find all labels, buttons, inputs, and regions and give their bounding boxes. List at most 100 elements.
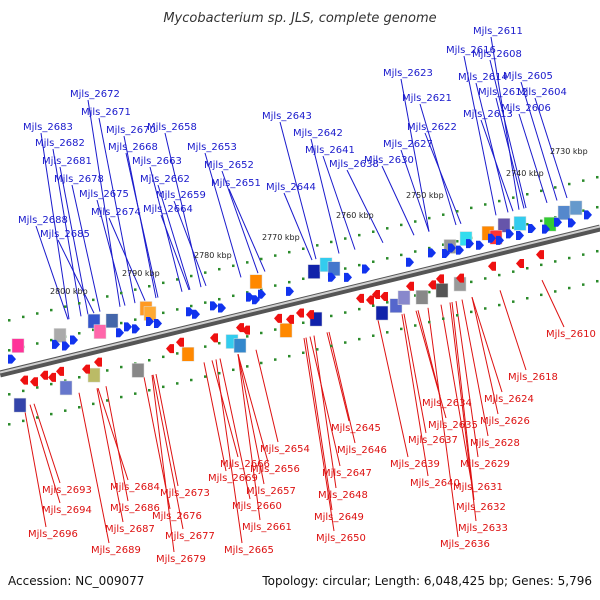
track-dot [246,291,249,294]
track-dot [442,317,445,320]
gene-arrow [258,289,266,299]
label-connector [152,374,184,530]
track-dot [22,419,25,423]
label-connector [305,337,333,511]
track-dot [176,308,179,311]
gene-arrow [116,328,124,338]
gene-arrow [456,245,464,255]
gene-arrow [344,272,352,282]
gene-label: Mjls_2610 [546,329,596,340]
track-dot [512,300,515,303]
label-connector [415,310,447,419]
track-dot [260,287,263,291]
gene-label: Mjls_2605 [503,71,553,82]
label-connector [403,313,427,434]
feature-box [59,380,73,396]
track-dot [330,314,333,318]
gene-arrow [274,313,282,323]
track-dot [204,271,207,274]
label-connector [108,217,146,301]
gene-arrow [362,264,370,274]
track-dot [274,284,277,287]
gene-label: Mjls_2613 [463,109,513,120]
track-dot [344,267,347,270]
track-dot [540,219,543,223]
gene-label: Mjls_2662 [140,174,190,185]
gene-label: Mjls_2666 [220,459,270,470]
track-dot [106,295,109,298]
gene-label: Mjls_2623 [383,68,433,79]
track-dot [596,175,599,179]
track-dot [554,290,557,293]
track-dot [302,321,305,325]
gene-label: Mjls_2672 [70,89,120,100]
track-dot [372,334,375,337]
gene-arrow [476,240,484,250]
gene-label: Mjls_2688 [18,215,68,226]
track-dot [344,341,347,344]
feature-box [375,305,389,321]
label-connector [105,386,129,502]
gene-label: Mjls_2645 [331,423,381,434]
gene-arrow [124,322,132,332]
label-connector [96,388,124,523]
track-dot [540,189,543,193]
gene-label: Mjls_2612 [478,87,528,98]
gene-label: Mjls_2643 [262,111,312,122]
gene-label: Mjls_2606 [501,103,551,114]
gene-label: Mjls_2678 [54,174,104,185]
gene-label: Mjls_2675 [79,189,129,200]
gene-arrow [466,239,474,249]
gene-label: Mjls_2646 [337,445,387,456]
gene-label: Mjls_2683 [23,122,73,133]
gene-arrow [296,308,304,318]
label-connector [471,297,499,415]
track-dot [386,301,389,304]
track-dot [400,253,403,257]
gene-arrow [496,235,504,245]
track-dot [218,267,221,271]
label-connector [204,152,242,278]
gene-label: Mjls_2627 [383,139,433,150]
feature-box [233,338,247,353]
gene-arrows [8,210,592,387]
track-dot [498,273,501,277]
track-dot [64,409,67,412]
track-dot [330,344,333,348]
label-connector [279,121,317,260]
track-dot [484,203,487,206]
track-dot [596,249,599,253]
gene-arrow [506,229,514,239]
gene-arrow [236,323,244,333]
feature-box [279,323,293,338]
track-dot [64,305,67,308]
label-connector [221,170,259,274]
track-dot [498,199,501,203]
track-dot [386,227,389,230]
gene-arrow [132,324,140,334]
track-dot [358,307,361,311]
feature-box [435,283,449,298]
feature-box [11,338,25,353]
track-dot [498,303,501,307]
gene-label: Mjls_2657 [246,486,296,497]
track-dot [246,335,249,338]
label-connector [59,166,89,315]
label-connector [309,336,341,467]
track-dot [50,308,53,312]
track-dot [414,294,417,297]
gene-label: Mjls_2653 [187,142,237,153]
track-dot [526,193,529,196]
gene-arrow [242,325,250,335]
track-dot [372,260,375,263]
track-dot [554,260,557,263]
gene-arrow [456,273,464,283]
track-dot [36,416,39,419]
track-dot [582,253,585,256]
gene-arrow [8,354,16,364]
label-connector [125,152,159,298]
track-dot [260,257,263,261]
track-dot [134,392,137,395]
label-connector [157,184,191,290]
gene-arrow [146,317,154,326]
